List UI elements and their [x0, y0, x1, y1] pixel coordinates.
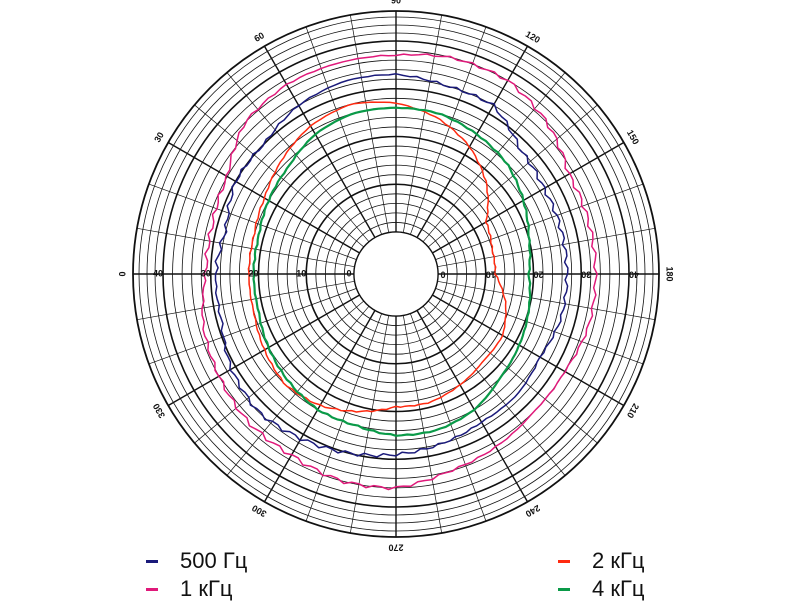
grid-spoke	[194, 300, 365, 444]
grid-spoke	[422, 72, 566, 243]
radial-tick-label: 0	[440, 270, 445, 280]
grid-spoke	[148, 183, 357, 260]
grid-spoke	[432, 141, 625, 254]
grid-spoke	[349, 315, 390, 534]
grid-spoke	[148, 288, 357, 365]
legend-item-1khz: 1 кГц	[146, 576, 233, 602]
grid-spoke	[226, 72, 370, 243]
grid-spoke	[432, 294, 625, 407]
angle-tick-label: 270	[388, 543, 403, 553]
grid-spoke	[427, 300, 598, 444]
grid-spoke	[136, 227, 355, 268]
legend-label: 2 кГц	[592, 548, 645, 573]
legend-item-4khz: 4 кГц	[558, 576, 645, 602]
radial-tick-label: 20	[248, 268, 258, 278]
grid-spoke	[437, 280, 656, 321]
grid-spoke	[349, 14, 390, 233]
angle-tick-label: 30	[152, 130, 166, 144]
grid-spoke	[136, 280, 355, 321]
grid-spoke	[410, 26, 487, 235]
grid-spoke	[435, 288, 644, 365]
angle-tick-label: 180	[665, 266, 675, 281]
angle-tick-label: 210	[625, 402, 641, 420]
legend-label: 4 кГц	[592, 576, 645, 601]
grid-spoke	[410, 313, 487, 522]
legend-item-2khz: 2 кГц	[558, 548, 645, 574]
radial-tick-label: 10	[486, 270, 496, 280]
series-layer	[201, 53, 598, 491]
grid-spoke	[416, 310, 529, 503]
series-line	[252, 106, 532, 437]
radial-tick-label: 40	[629, 270, 639, 280]
angle-tick-label: 90	[391, 0, 401, 5]
radial-tick-label: 30	[201, 268, 211, 278]
radial-tick-label: 20	[533, 270, 543, 280]
legend-swatch	[146, 587, 158, 591]
grid-spoke	[435, 183, 644, 260]
center-hole	[353, 231, 439, 317]
legend-item-500hz: 500 Гц	[146, 548, 247, 574]
grid-spoke	[402, 14, 443, 233]
angle-tick-label: 120	[524, 29, 542, 45]
legend-swatch	[558, 587, 570, 591]
radial-tick-label: 40	[153, 268, 163, 278]
grid-spoke	[194, 104, 365, 248]
angle-tick-label: 150	[625, 128, 641, 146]
legend-swatch	[558, 559, 570, 563]
grid-spoke	[402, 315, 443, 534]
radial-tick-label: 0	[346, 268, 351, 278]
grid-spoke	[305, 313, 382, 522]
grid-spoke	[437, 227, 656, 268]
angle-tick-label: 300	[250, 503, 268, 519]
legend-swatch	[146, 559, 158, 563]
polar-grid	[132, 10, 660, 538]
series-line	[247, 101, 507, 413]
grid-spoke	[263, 45, 376, 238]
legend-label: 1 кГц	[180, 576, 233, 601]
angle-tick-label: 0	[117, 271, 127, 276]
grid-spoke	[422, 305, 566, 476]
angle-tick-label: 330	[151, 402, 167, 420]
grid-spoke	[167, 294, 360, 407]
radial-tick-label: 30	[581, 270, 591, 280]
legend-label: 500 Гц	[180, 548, 248, 573]
series-line	[201, 53, 598, 491]
grid-spoke	[263, 310, 376, 503]
grid-spoke	[305, 26, 382, 235]
grid-spoke	[226, 305, 370, 476]
grid-spoke	[416, 45, 529, 238]
radial-tick-label: 10	[296, 268, 306, 278]
series-line	[214, 73, 569, 458]
angle-tick-label: 240	[524, 503, 542, 519]
angle-tick-label: 60	[252, 30, 266, 44]
